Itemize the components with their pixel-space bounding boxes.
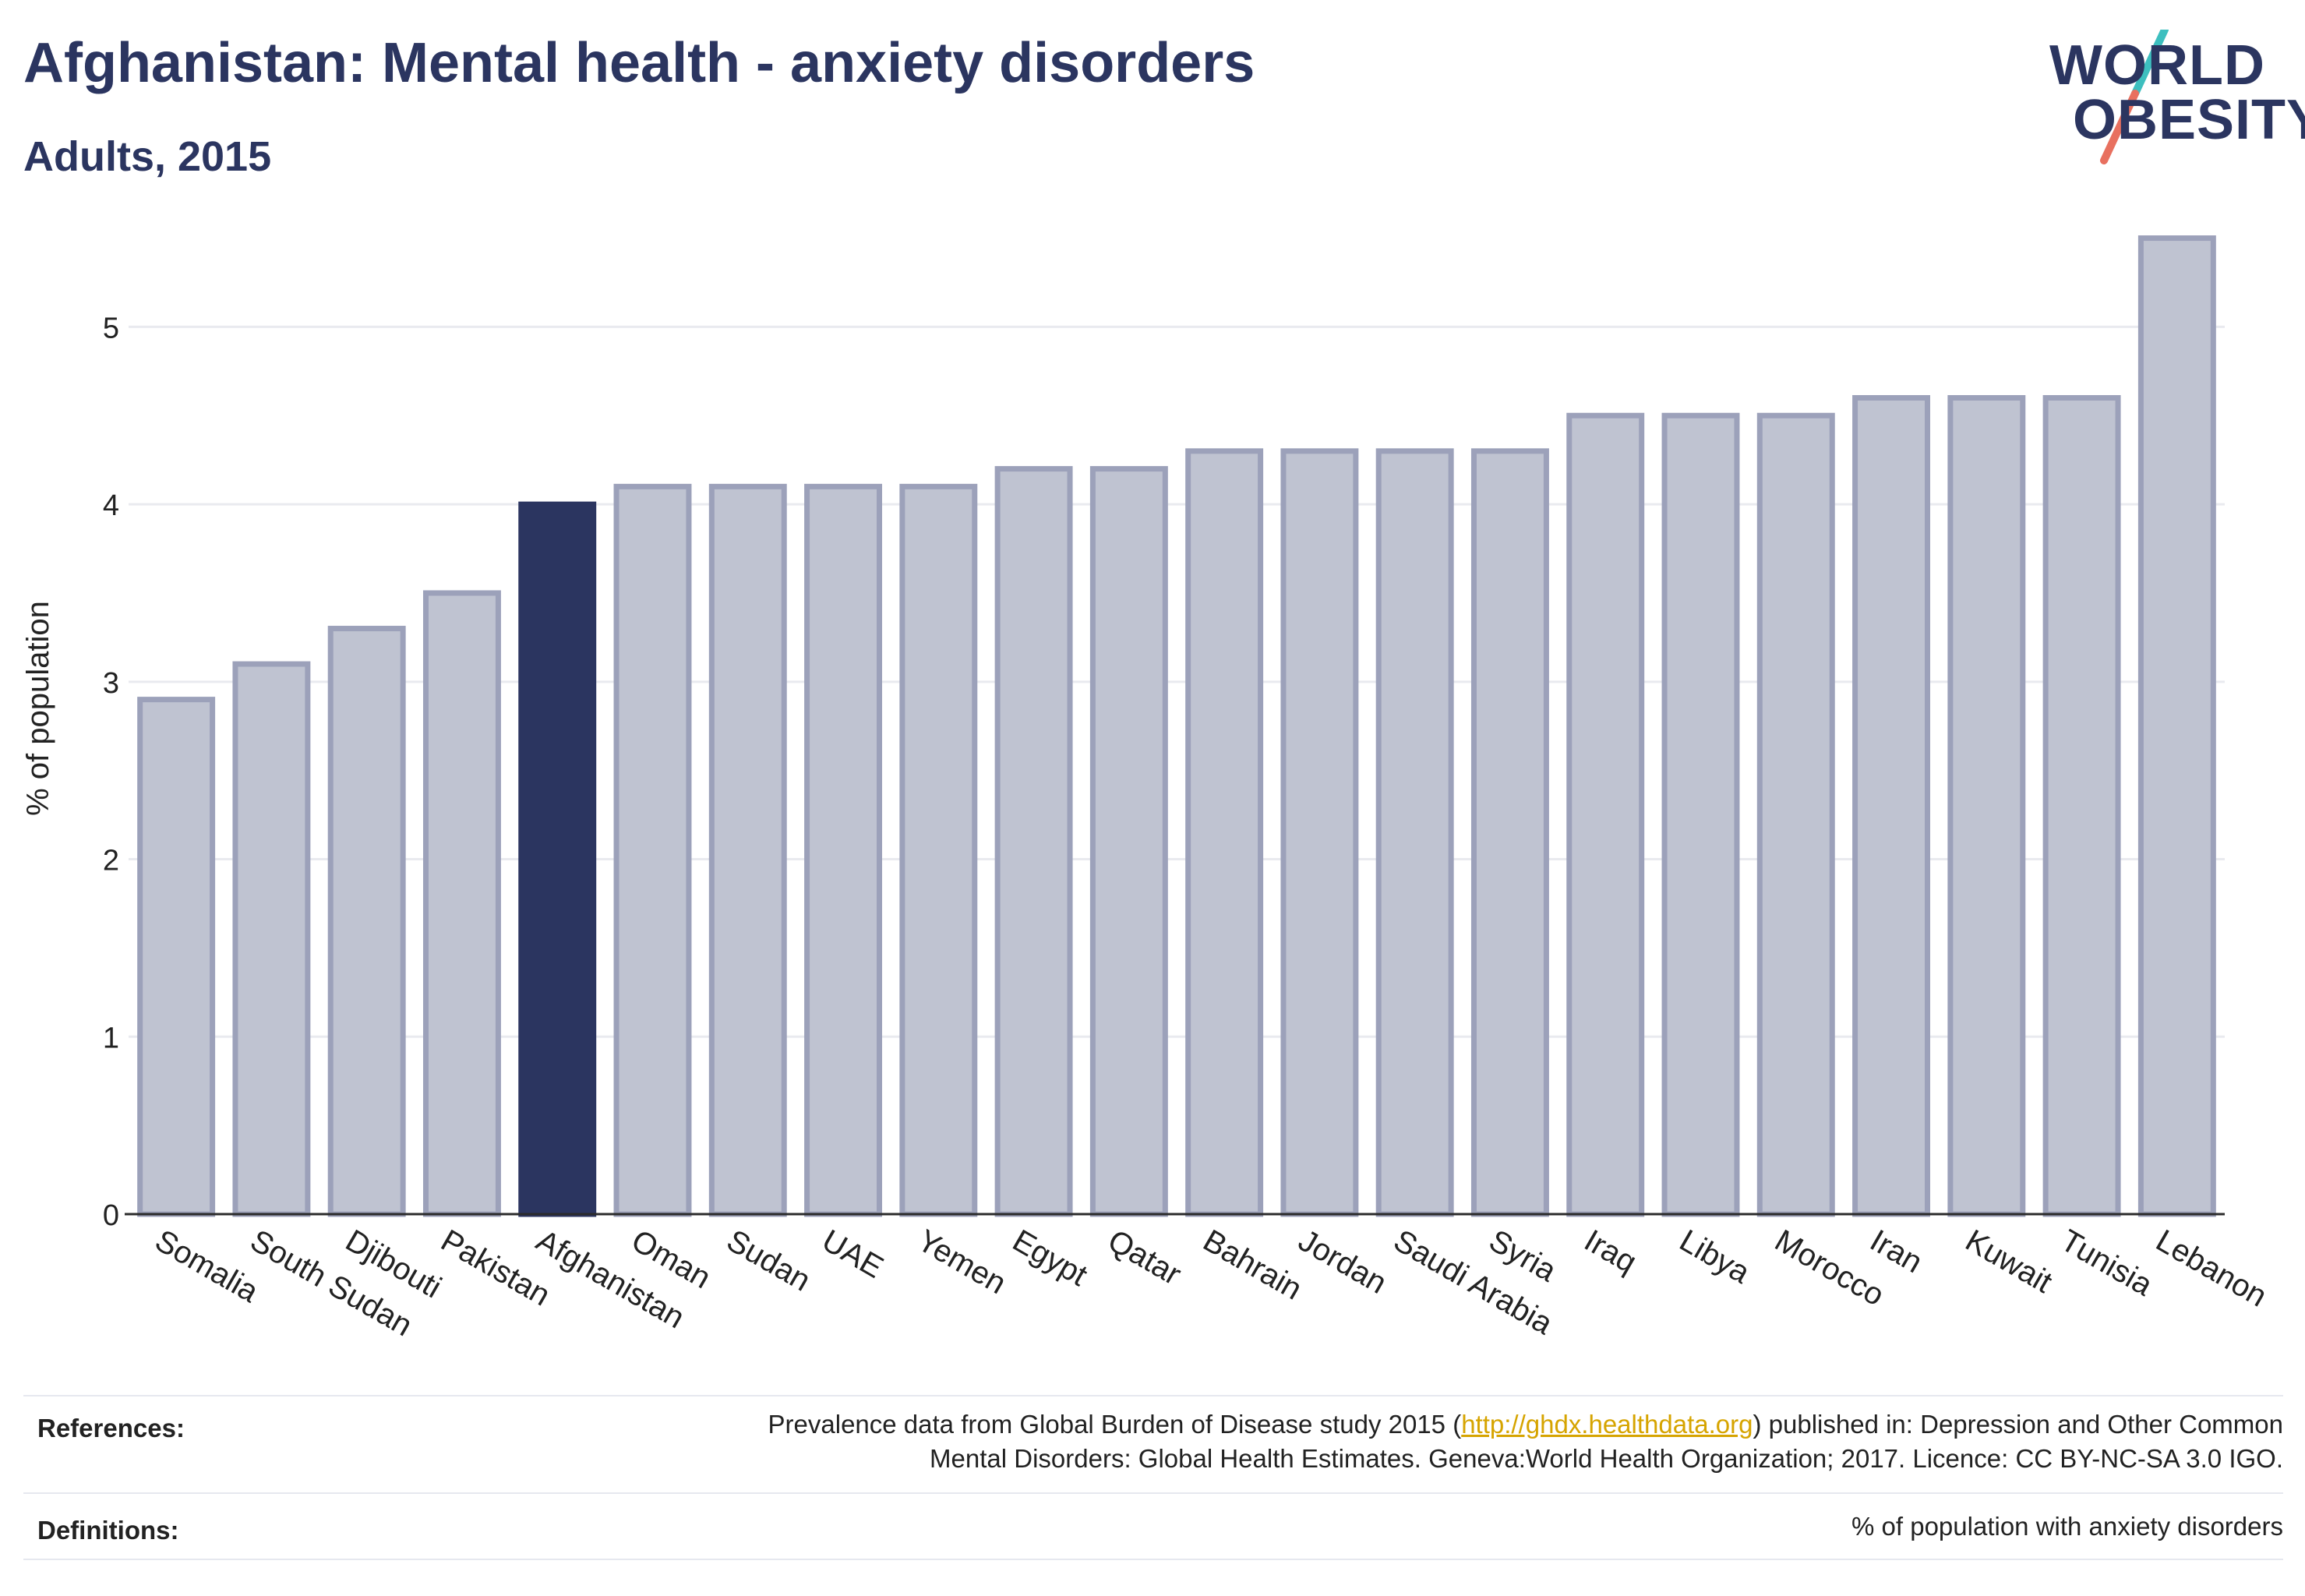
x-tick-label: South Sudan xyxy=(245,1223,418,1344)
page-title: Afghanistan: Mental health - anxiety dis… xyxy=(23,32,1255,94)
x-tick-label: Libya xyxy=(1674,1223,1756,1291)
references-text: Prevalence data from Global Burden of Di… xyxy=(768,1407,2283,1476)
x-tick-label: Egypt xyxy=(1007,1223,1093,1293)
x-tick-label: Sudan xyxy=(721,1223,816,1298)
y-tick-label: 1 xyxy=(103,1022,119,1054)
definitions-text: % of population with anxiety disorders xyxy=(1851,1512,2283,1541)
bar-syria[interactable] xyxy=(1470,448,1549,1217)
chart-bars xyxy=(137,235,2216,1217)
bar-kuwait[interactable] xyxy=(1947,394,2026,1217)
x-tick-label: Pakistan xyxy=(435,1223,556,1313)
bar-iraq[interactable] xyxy=(1566,412,1645,1217)
bar-tunisia[interactable] xyxy=(2042,394,2121,1217)
logo-word-1: WORLD xyxy=(2049,34,2265,97)
bar-uae[interactable] xyxy=(804,483,883,1217)
references-link[interactable]: http://ghdx.healthdata.org xyxy=(1461,1410,1753,1439)
bar-bahrain[interactable] xyxy=(1185,448,1264,1217)
divider xyxy=(23,1395,2283,1396)
y-tick-label: 3 xyxy=(103,667,119,700)
bar-djibouti[interactable] xyxy=(327,626,406,1217)
divider xyxy=(23,1492,2283,1494)
bar-sudan[interactable] xyxy=(708,483,787,1217)
y-tick-label: 2 xyxy=(103,845,119,877)
references-text-3: Mental Disorders: Global Health Estimate… xyxy=(930,1444,2283,1473)
references-text-2: ) published in: Depression and Other Com… xyxy=(1753,1410,2283,1439)
x-tick-label: Saudi Arabia xyxy=(1388,1223,1558,1342)
x-tick-label: Kuwait xyxy=(1960,1223,2058,1300)
bar-jordan[interactable] xyxy=(1280,448,1359,1217)
references-section: References: Prevalence data from Global … xyxy=(23,1395,2283,1492)
x-tick-label: Morocco xyxy=(1769,1223,1890,1313)
bar-yemen[interactable] xyxy=(899,483,978,1217)
x-tick-label: Bahrain xyxy=(1198,1223,1308,1307)
bar-oman[interactable] xyxy=(613,483,692,1217)
bar-afghanistan[interactable] xyxy=(518,501,597,1217)
bar-morocco[interactable] xyxy=(1756,412,1835,1217)
x-tick-label: UAE xyxy=(817,1223,889,1285)
x-tick-label: Yemen xyxy=(912,1223,1012,1301)
page-subtitle: Adults, 2015 xyxy=(23,133,272,180)
y-tick-label: 4 xyxy=(103,489,119,522)
bar-saudi-arabia[interactable] xyxy=(1375,448,1454,1217)
divider xyxy=(23,1559,2283,1560)
x-tick-label: Iraq xyxy=(1579,1223,1643,1280)
world-obesity-logo: WORLD OBESITY xyxy=(2042,30,2305,170)
references-text-1: Prevalence data from Global Burden of Di… xyxy=(768,1410,1462,1439)
bar-pakistan[interactable] xyxy=(422,590,501,1217)
bar-south-sudan[interactable] xyxy=(232,661,311,1217)
bar-lebanon[interactable] xyxy=(2137,235,2216,1217)
x-tick-label: Jordan xyxy=(1293,1223,1393,1301)
x-tick-label: Qatar xyxy=(1102,1223,1187,1292)
definitions-label: Definitions: xyxy=(37,1516,179,1545)
bar-libya[interactable] xyxy=(1661,412,1740,1217)
bar-qatar[interactable] xyxy=(1089,466,1168,1217)
x-tick-label: Somalia xyxy=(150,1223,265,1310)
bar-somalia[interactable] xyxy=(137,697,216,1217)
logo-word-2: OBESITY xyxy=(2073,89,2305,151)
x-tick-label: Tunisia xyxy=(2055,1223,2159,1303)
references-label: References: xyxy=(37,1414,185,1442)
bar-egypt[interactable] xyxy=(994,466,1073,1217)
logo-slash-icon xyxy=(2100,30,2169,164)
y-axis-label: % of population xyxy=(21,601,55,816)
definitions-section: Definitions: % of population with anxiet… xyxy=(23,1492,2283,1559)
y-tick-label: 0 xyxy=(103,1199,119,1232)
bar-iran[interactable] xyxy=(1852,394,1931,1217)
x-tick-label: Lebanon xyxy=(2150,1223,2272,1314)
y-tick-label: 5 xyxy=(103,312,119,344)
x-tick-label: Iran xyxy=(1865,1223,1929,1280)
